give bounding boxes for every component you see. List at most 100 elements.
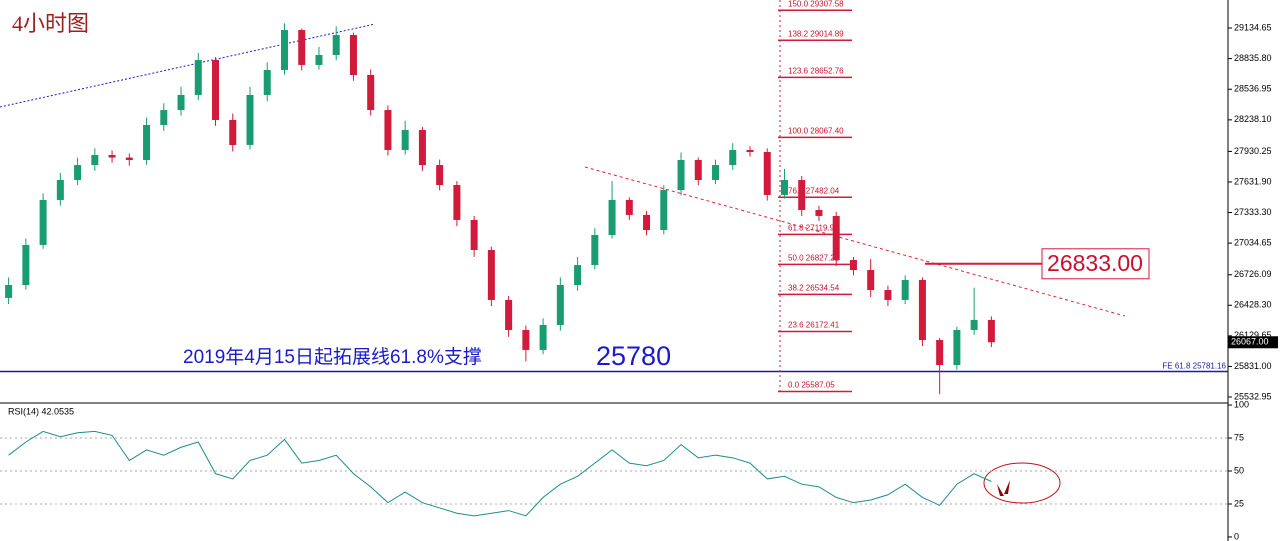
candle-body: [418, 130, 426, 166]
y-tick-label: 25: [1234, 498, 1244, 508]
candle-body: [729, 149, 737, 166]
candle-body: [384, 110, 392, 150]
highlight-ellipse: [983, 462, 1061, 504]
candle-body: [867, 270, 875, 291]
fib-label: 123.6 28652.76: [788, 66, 844, 75]
candle-body: [746, 149, 754, 153]
candle-body: [677, 160, 685, 191]
candle-body: [401, 130, 409, 150]
candle-body: [367, 74, 375, 111]
candle-body: [143, 124, 151, 161]
candle-body: [91, 155, 99, 166]
candle-body: [574, 265, 582, 286]
candle-body: [212, 60, 220, 120]
candle-body: [505, 299, 513, 330]
candle-body: [522, 329, 530, 350]
fib-label: 138.2 29014.89: [788, 29, 844, 38]
y-tick-label: 25532.95: [1234, 391, 1272, 401]
y-tick-label: 28238.10: [1234, 114, 1272, 124]
y-tick-label: 0: [1234, 531, 1239, 541]
candle-body: [315, 55, 323, 65]
candle-body: [694, 160, 702, 180]
candle-body: [625, 199, 633, 215]
candle-body: [108, 155, 116, 158]
candle-body: [953, 329, 961, 366]
arrows: [997, 480, 1010, 496]
candle-body: [763, 152, 771, 195]
support-price: 25780: [596, 341, 671, 371]
fib-label: 0.0 25587.05: [788, 381, 835, 390]
y-tick-label: 100: [1234, 399, 1249, 409]
fib-label: 38.2 26534.54: [788, 283, 840, 292]
y-tick-label: 27034.65: [1234, 238, 1272, 248]
candle-body: [987, 319, 995, 343]
candle-body: [884, 290, 892, 300]
y-tick-label: 50: [1234, 465, 1244, 475]
resistance-box: [1041, 248, 1150, 280]
candle-body: [229, 119, 237, 145]
candle-body: [901, 279, 909, 300]
candle-body: [453, 185, 461, 220]
candle-body: [643, 214, 651, 230]
support-label: FE 61.8 25781.16: [1162, 362, 1226, 371]
candle-body: [660, 190, 668, 230]
candle-body: [556, 285, 564, 325]
candle-body: [263, 69, 271, 95]
candle-body: [815, 210, 823, 216]
y-tick-label: 26428.30: [1234, 300, 1272, 310]
candle-body: [539, 324, 547, 350]
candle-body: [194, 60, 202, 95]
candle-body: [849, 260, 857, 271]
candle-body: [332, 35, 340, 56]
y-tick-label: 28835.80: [1234, 53, 1272, 63]
candle-body: [298, 30, 306, 65]
trend-line: [0, 23, 376, 108]
current-price-label: 26067.00: [1231, 337, 1269, 347]
candle-body: [125, 157, 133, 161]
candle-body: [56, 179, 64, 200]
rsi-title: RSI(14) 42.0535: [8, 406, 74, 416]
candle-body: [798, 179, 806, 211]
candle-body: [712, 165, 720, 180]
fib-label: 50.0 26827.22: [788, 254, 840, 263]
candle-body: [832, 215, 840, 261]
candle-body: [39, 199, 47, 245]
support-note: 2019年4月15日起拓展线61.8%支撑: [183, 346, 482, 368]
y-tick-label: 25831.00: [1234, 361, 1272, 371]
candle-body: [470, 219, 478, 250]
y-tick-label: 27631.90: [1234, 176, 1272, 186]
candle-body: [780, 179, 788, 195]
fib-label: 150.0 29307.58: [788, 0, 844, 8]
fib-label: 100.0 28067.40: [788, 126, 844, 135]
y-tick-label: 26129.65: [1234, 330, 1272, 340]
candle-body: [436, 165, 444, 186]
candle-body: [608, 199, 616, 236]
y-tick-label: 75: [1234, 432, 1244, 442]
fib-label: 23.6 26172.41: [788, 321, 840, 330]
candle-body: [22, 244, 30, 286]
fib-label: 61.8 27119.91: [788, 224, 839, 233]
candle-body: [280, 30, 288, 70]
resistance-label: 26833.00: [1047, 250, 1143, 276]
candle-body: [349, 35, 357, 75]
candle-body: [177, 94, 185, 111]
candle-body: [970, 319, 978, 330]
candle-body: [918, 279, 926, 341]
current-price-box: [1228, 336, 1278, 349]
chart-title: 4小时图: [12, 11, 89, 36]
candle-body: [74, 165, 82, 180]
candle-body: [487, 249, 495, 300]
candle-body: [246, 94, 254, 145]
y-tick-label: 27333.30: [1234, 207, 1272, 217]
y-tick-label: 28536.95: [1234, 84, 1272, 94]
candle-body: [160, 110, 168, 125]
fib-label: 76.4 27482.04: [788, 186, 840, 195]
candle-body: [5, 285, 13, 298]
y-tick-label: 29134.65: [1234, 22, 1272, 32]
y-tick-label: 27930.25: [1234, 146, 1272, 156]
candle-body: [591, 235, 599, 266]
rsi-line: [8, 430, 992, 517]
y-tick-label: 26726.09: [1234, 269, 1272, 279]
candle-body: [936, 340, 944, 366]
